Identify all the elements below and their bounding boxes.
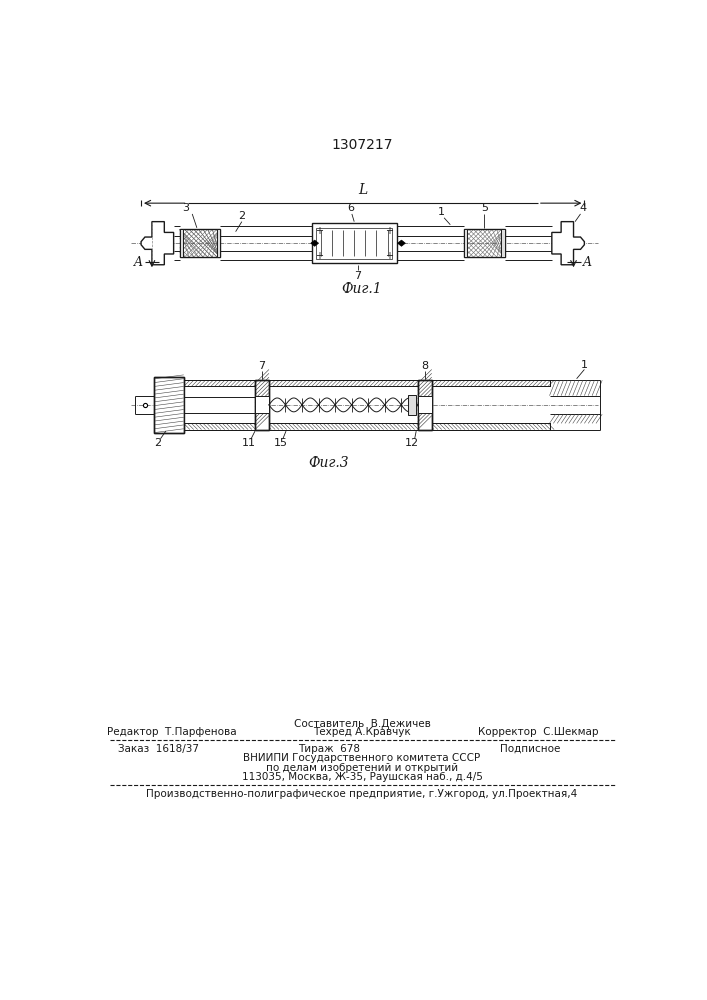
Text: A: A — [583, 256, 592, 269]
Text: Редактор  Т.Парфенова: Редактор Т.Парфенова — [107, 727, 237, 737]
Bar — [180, 229, 220, 257]
Bar — [255, 380, 269, 430]
Bar — [154, 377, 184, 433]
Polygon shape — [552, 222, 585, 265]
Text: Составитель  В.Дежичев: Составитель В.Дежичев — [293, 719, 431, 729]
Bar — [312, 223, 397, 263]
Bar — [464, 229, 505, 257]
Text: 1307217: 1307217 — [331, 138, 392, 152]
Bar — [184, 423, 549, 430]
Text: Производственно-полиграфическое предприятие, г.Ужгород, ул.Проектная,4: Производственно-полиграфическое предприя… — [146, 789, 578, 799]
Text: 1: 1 — [581, 360, 588, 370]
Text: +: + — [315, 251, 323, 261]
Text: +: + — [385, 226, 393, 236]
Text: 15: 15 — [274, 438, 288, 448]
Text: Подписное: Подписное — [500, 744, 561, 754]
Text: 6: 6 — [347, 203, 354, 213]
Text: +: + — [385, 251, 393, 261]
Text: 2: 2 — [155, 438, 162, 448]
Text: по делам изобретений и открытий: по делам изобретений и открытий — [266, 763, 458, 773]
Bar — [464, 229, 505, 257]
Text: 8: 8 — [421, 361, 428, 371]
Bar — [180, 229, 220, 257]
Text: 2: 2 — [238, 211, 245, 221]
Text: 3: 3 — [182, 203, 189, 213]
Text: A: A — [134, 256, 143, 269]
Bar — [409, 395, 416, 415]
Bar — [154, 377, 184, 433]
Text: 7: 7 — [259, 361, 266, 371]
Bar — [418, 380, 432, 430]
Bar — [464, 229, 467, 257]
Text: 7: 7 — [354, 271, 362, 281]
Polygon shape — [311, 240, 319, 246]
Bar — [255, 396, 269, 413]
Text: Фиг.1: Фиг.1 — [341, 282, 382, 296]
Bar — [184, 380, 549, 386]
Bar — [184, 386, 255, 423]
Text: 113035, Москва, Ж-35, Раушская наб., д.4/5: 113035, Москва, Ж-35, Раушская наб., д.4… — [242, 772, 482, 782]
Text: Тираж  678: Тираж 678 — [298, 744, 360, 754]
Bar — [316, 228, 392, 259]
Text: Корректор  С.Шекмар: Корректор С.Шекмар — [478, 727, 598, 737]
Text: 12: 12 — [405, 438, 419, 448]
Bar — [418, 380, 432, 430]
Bar — [501, 229, 505, 257]
Text: 5: 5 — [481, 203, 488, 213]
Bar — [255, 380, 269, 430]
Bar — [184, 423, 549, 430]
Text: 1: 1 — [438, 207, 445, 217]
Text: 11: 11 — [242, 438, 256, 448]
Polygon shape — [397, 240, 405, 246]
Bar — [184, 380, 549, 386]
Text: Заказ  1618/37: Заказ 1618/37 — [117, 744, 199, 754]
Text: +: + — [315, 226, 323, 236]
Bar — [180, 229, 183, 257]
Text: 4: 4 — [579, 203, 586, 213]
Bar — [217, 229, 220, 257]
Bar — [418, 396, 432, 413]
Text: ВНИИПИ Государственного комитета СССР: ВНИИПИ Государственного комитета СССР — [243, 753, 481, 763]
Polygon shape — [141, 222, 174, 265]
Text: Техред А.Кравчук: Техред А.Кравчук — [313, 727, 411, 737]
Text: L: L — [358, 183, 368, 197]
Text: Фиг.3: Фиг.3 — [308, 456, 349, 470]
